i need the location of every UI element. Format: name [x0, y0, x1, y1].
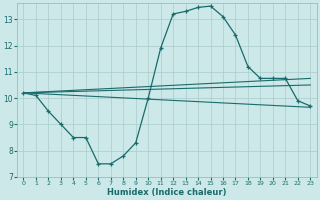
X-axis label: Humidex (Indice chaleur): Humidex (Indice chaleur) [107, 188, 227, 197]
